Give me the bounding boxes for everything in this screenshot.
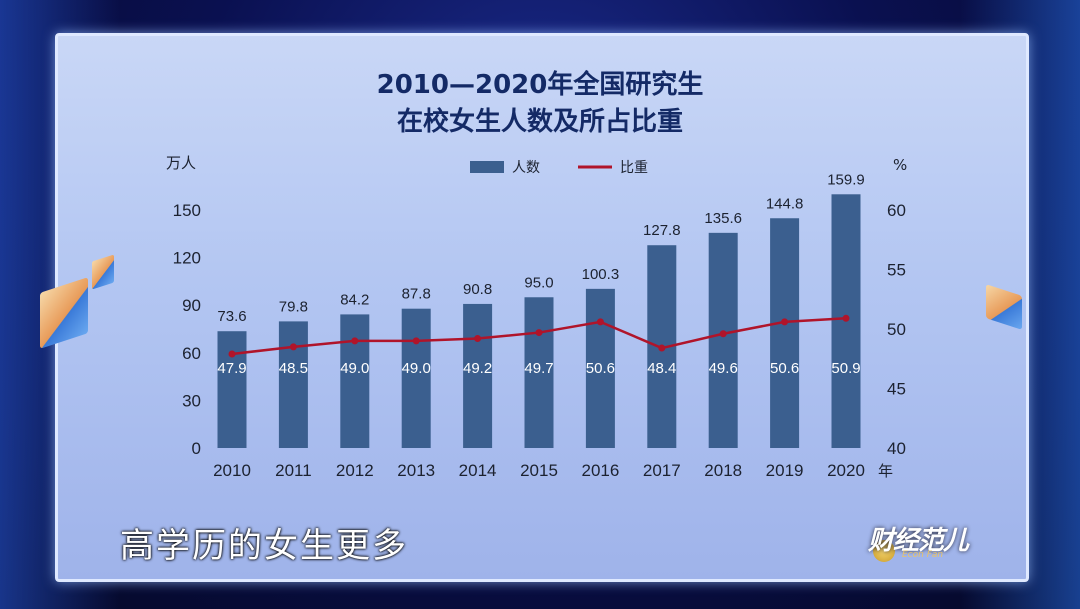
bar-value-label: 73.6 xyxy=(217,308,246,325)
logo-seal-icon xyxy=(873,540,895,562)
ratio-value-label: 50.9 xyxy=(831,360,860,377)
bar xyxy=(278,321,308,448)
x-axis: 2010 2011 2012 2013 2014 2015 2016 2017 2018 2019… xyxy=(213,461,865,480)
x-tick-label: 2014 xyxy=(459,461,497,480)
x-tick-label: 2017 xyxy=(643,461,681,480)
x-tick-label: 2016 xyxy=(581,461,619,480)
ratio-value-label: 49.7 xyxy=(524,360,553,377)
ratio-point xyxy=(351,337,359,345)
bar-value-label: 90.8 xyxy=(463,281,492,298)
x-tick-label: 2011 xyxy=(275,461,312,480)
bar-value-label: 159.9 xyxy=(827,171,865,188)
bar-value-label: 87.8 xyxy=(402,286,431,303)
line-series: 47.9 48.5 49.0 49.0 49.2 49.7 50.6 48.4 49.6 50.6… xyxy=(217,314,861,377)
bar xyxy=(340,314,370,448)
bar xyxy=(770,218,800,448)
y-right-tick-label: 50 xyxy=(887,320,906,339)
bar xyxy=(217,331,247,448)
ratio-value-label: 50.6 xyxy=(586,360,615,377)
bar xyxy=(401,308,431,448)
ratio-point xyxy=(658,344,666,352)
y-left-tick-label: 90 xyxy=(182,296,201,315)
x-tick-label: 2020 xyxy=(827,461,865,480)
ratio-point xyxy=(535,329,543,337)
logo-subtext: Econ Fan xyxy=(902,550,944,560)
ratio-value-label: 49.2 xyxy=(463,360,492,377)
bar xyxy=(524,297,554,448)
y-left-unit: 万人 xyxy=(166,154,196,172)
ratio-point xyxy=(289,343,297,351)
ratio-point xyxy=(474,335,482,343)
ratio-point xyxy=(228,350,236,358)
x-tick-label: 2013 xyxy=(397,461,435,480)
y-right-tick-label: 45 xyxy=(887,380,906,399)
y-left-tick-label: 60 xyxy=(182,344,201,363)
bar-value-label: 95.0 xyxy=(524,274,553,291)
ratio-point xyxy=(842,314,850,322)
legend-line-label: 比重 xyxy=(620,160,648,176)
bar-value-label: 79.8 xyxy=(279,298,308,315)
x-tick-label: 2010 xyxy=(213,461,251,480)
bar-value-label: 100.3 xyxy=(582,266,620,283)
y-right-tick-label: 40 xyxy=(887,439,906,458)
chart-title-line2: 在校女生人数及所占比重 xyxy=(397,106,683,137)
y-right-unit: % xyxy=(893,156,907,174)
chart-title-line1: 2010—2020年全国研究生 xyxy=(377,69,704,100)
y-right-tick-label: 55 xyxy=(887,261,906,280)
bar-value-label: 135.6 xyxy=(704,210,742,227)
y-left-tick-label: 150 xyxy=(173,201,201,220)
y-left-tick-label: 0 xyxy=(192,439,201,458)
y-left-tick-label: 30 xyxy=(182,391,201,410)
y-right-axis: 40 45 50 55 60 xyxy=(887,201,906,458)
y-left-tick-label: 120 xyxy=(173,249,201,268)
ratio-value-label: 48.5 xyxy=(279,360,308,377)
bar xyxy=(585,288,615,448)
bar-value-label: 127.8 xyxy=(643,222,681,239)
ratio-point xyxy=(781,318,789,326)
ratio-value-label: 50.6 xyxy=(770,360,799,377)
bar-value-label: 144.8 xyxy=(766,195,804,212)
ratio-value-label: 49.0 xyxy=(402,360,431,377)
logo-text: 财经范儿 xyxy=(868,526,969,556)
ratio-value-label: 49.6 xyxy=(709,360,738,377)
y-right-tick-label: 60 xyxy=(887,201,906,220)
x-tick-label: 2015 xyxy=(520,461,558,480)
x-tick-label: 2012 xyxy=(336,461,374,480)
ratio-point xyxy=(719,330,727,338)
bar xyxy=(708,232,738,448)
legend-bar-label: 人数 xyxy=(512,160,540,176)
subtitle-caption: 高学历的女生更多 xyxy=(120,526,408,566)
ratio-point xyxy=(412,337,420,345)
bar-series: 73.6 79.8 84.2 87.8 90.8 95.0 100.3 127.8 135.6 1… xyxy=(217,171,865,448)
x-tick-label: 2018 xyxy=(704,461,742,480)
x-unit: 年 xyxy=(878,462,893,480)
ratio-value-label: 48.4 xyxy=(647,360,676,377)
y-left-axis: 0 30 60 90 120 150 xyxy=(173,201,201,458)
ratio-value-label: 49.0 xyxy=(340,360,369,377)
x-tick-label: 2019 xyxy=(766,461,804,480)
bar xyxy=(463,303,493,448)
bar-value-label: 84.2 xyxy=(340,291,369,308)
legend-bar-swatch xyxy=(470,161,504,173)
ratio-point xyxy=(596,318,604,326)
ratio-value-label: 47.9 xyxy=(217,360,246,377)
